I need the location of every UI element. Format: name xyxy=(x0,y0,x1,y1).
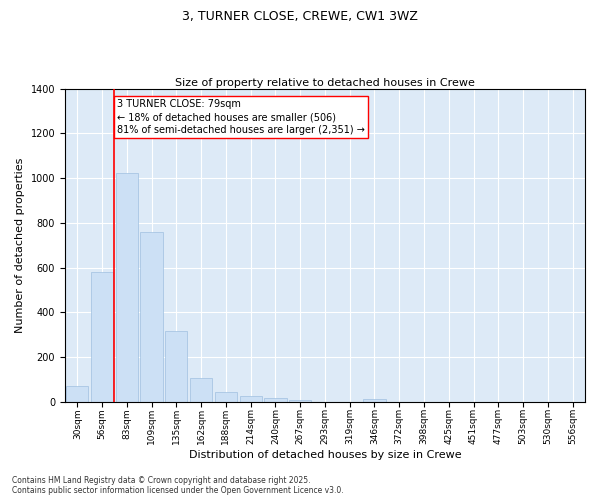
Bar xyxy=(264,398,287,402)
Bar xyxy=(239,396,262,402)
Bar xyxy=(116,172,138,402)
Bar xyxy=(364,399,386,402)
Bar xyxy=(140,232,163,402)
Bar xyxy=(215,392,237,402)
Y-axis label: Number of detached properties: Number of detached properties xyxy=(15,158,25,333)
Title: Size of property relative to detached houses in Crewe: Size of property relative to detached ho… xyxy=(175,78,475,88)
Bar xyxy=(91,272,113,402)
Bar xyxy=(190,378,212,402)
Bar xyxy=(289,400,311,402)
Bar xyxy=(66,386,88,402)
Text: 3, TURNER CLOSE, CREWE, CW1 3WZ: 3, TURNER CLOSE, CREWE, CW1 3WZ xyxy=(182,10,418,23)
Text: 3 TURNER CLOSE: 79sqm
← 18% of detached houses are smaller (506)
81% of semi-det: 3 TURNER CLOSE: 79sqm ← 18% of detached … xyxy=(117,99,365,135)
Text: Contains HM Land Registry data © Crown copyright and database right 2025.
Contai: Contains HM Land Registry data © Crown c… xyxy=(12,476,344,495)
Bar xyxy=(165,332,187,402)
X-axis label: Distribution of detached houses by size in Crewe: Distribution of detached houses by size … xyxy=(188,450,461,460)
